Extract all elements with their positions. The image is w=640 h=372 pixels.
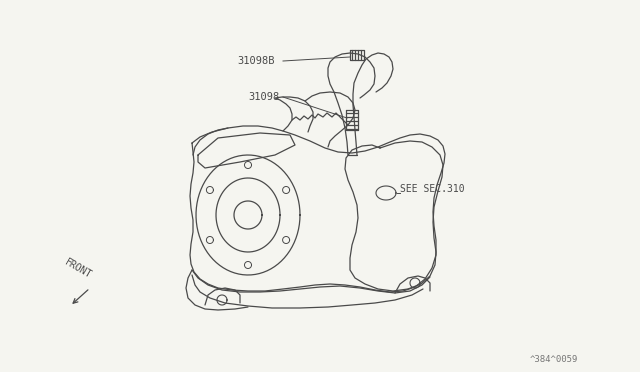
Text: FRONT: FRONT	[63, 257, 93, 280]
Text: ^384^0059: ^384^0059	[530, 355, 579, 364]
Text: SEE SEC.310: SEE SEC.310	[400, 184, 465, 194]
Text: 31098B: 31098B	[237, 56, 275, 66]
Text: 31098: 31098	[248, 92, 279, 102]
